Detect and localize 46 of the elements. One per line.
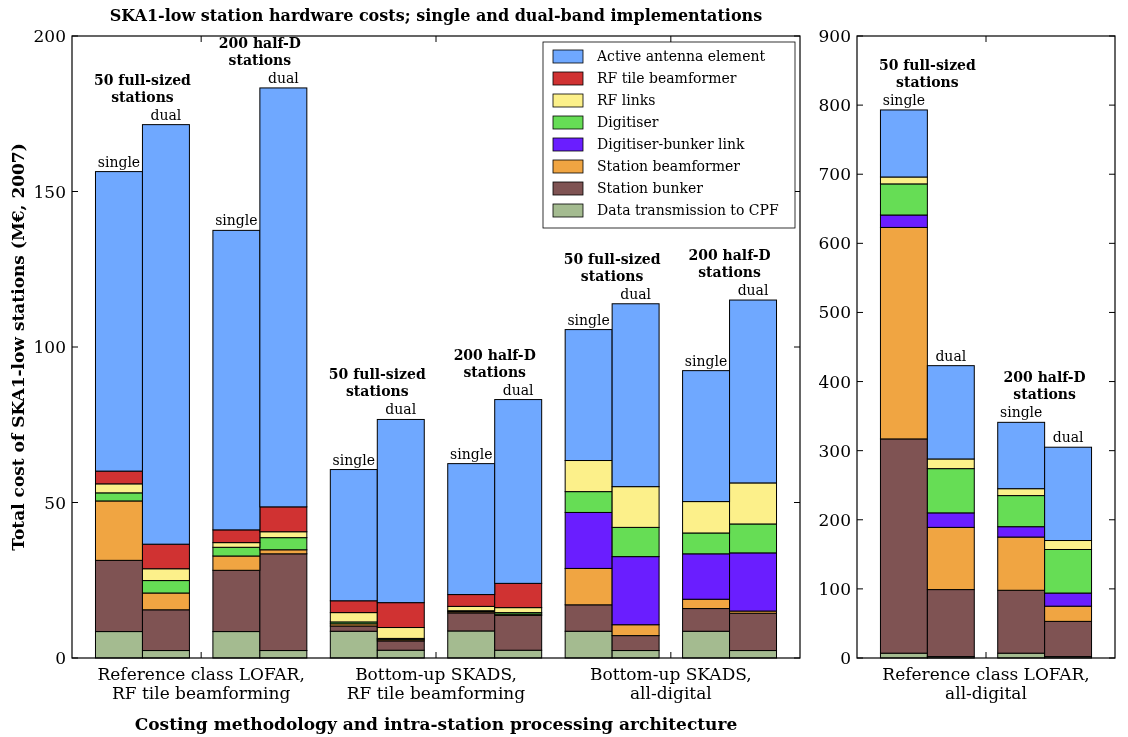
annotation: single [684,352,728,369]
legend-label: Active antenna element [596,48,766,64]
text: Bottom-up SKADS, all-digital [589,664,752,703]
chart-title: SKA1-low station hardware costs; single and dual-band implementations [109,6,763,25]
legend-label: RF links [597,92,656,108]
y-tick-label: 700 [818,164,851,185]
annotation: dual [737,282,769,299]
annotation: single [450,445,493,462]
y-tick-label: 100 [33,337,66,357]
y-tick-label: 50 [44,492,66,513]
y-tick-label: 800 [818,95,851,116]
y-axis-title: Total cost of SKA1-low stations (M€, 2007) [8,143,28,551]
legend-label: RF tile beamformer [597,70,737,86]
y-tick-label: 400 [818,371,851,392]
annotation: single [332,451,376,468]
annotation: single [97,153,141,170]
annotation: single [882,91,926,108]
annotation: dual [267,69,300,86]
annotation: dual [1052,429,1085,446]
annotation: dual [502,381,535,398]
annotation: single [567,311,610,328]
y-tick-label: 0 [840,648,851,668]
legend-label: Digitiser [597,114,659,130]
y-tick-label: 200 [33,26,66,46]
annotation: dual [150,106,182,123]
legend-label: Data transmission to CPF [597,202,779,218]
legend-label: Digitiser-bunker link [597,136,746,152]
annotation: dual [385,401,417,418]
annotation: single [215,212,258,229]
legend-label: Station bunker [597,180,704,196]
text: Reference class LOFAR, all-digital [882,664,1090,703]
text: Bottom-up SKADS, RF tile beamforming [346,664,526,703]
text: Reference class LOFAR, RF tile beamforming [97,664,305,703]
y-tick-label: 300 [818,440,851,461]
y-tick-label: 200 [818,509,851,530]
legend-label: Station beamformer [597,158,741,174]
y-tick-label: 900 [818,26,851,46]
y-tick-label: 100 [818,578,851,599]
annotation: single [999,404,1043,421]
annotation: dual [935,347,967,364]
y-tick-label: 0 [55,648,66,668]
y-tick-label: 500 [818,302,851,323]
y-tick-label: 150 [33,181,66,202]
annotation: dual [620,285,652,302]
x-axis-title: Costing methodology and intra-station processing architecture [134,714,738,734]
y-tick-label: 600 [818,233,851,254]
